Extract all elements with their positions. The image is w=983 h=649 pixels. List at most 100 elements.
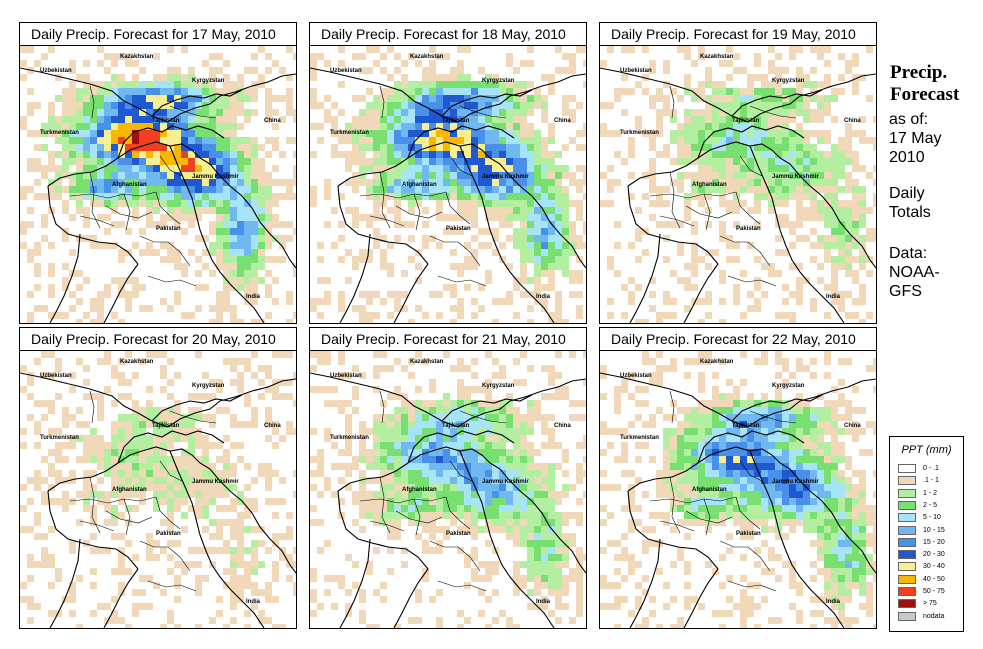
precip-cell [48,165,55,172]
precip-cell [852,386,859,393]
precip-cell [464,400,471,407]
precip-cell [663,414,670,421]
precip-cell [272,137,279,144]
precip-cell [761,498,768,505]
precip-cell [146,249,153,256]
precip-cell [408,428,415,435]
precip-cell [541,151,548,158]
precip-cell [789,102,796,109]
precip-cell [607,256,614,263]
precip-cell [663,442,670,449]
precip-cell [443,428,450,435]
precip-cell [485,568,492,575]
precip-cell [607,428,614,435]
precip-cell [415,60,422,67]
precip-cell [712,477,719,484]
precip-cell [90,484,97,491]
precip-cell [705,298,712,305]
precip-cell [265,102,272,109]
precip-cell [223,60,230,67]
precip-cell [48,151,55,158]
precip-cell [761,519,768,526]
precip-cell [485,277,492,284]
precip-cell [803,109,810,116]
precip-cell [118,158,125,165]
precip-cell [69,81,76,88]
precip-cell [492,200,499,207]
precip-cell [83,312,90,319]
precip-cell [527,200,534,207]
precip-cell [705,81,712,88]
precip-cell [202,137,209,144]
precip-cell [111,533,118,540]
precip-cell [761,193,768,200]
precip-cell [244,214,251,221]
precip-cell [768,46,775,53]
province-border [159,460,183,482]
precip-cell [478,109,485,116]
precip-cell [118,456,125,463]
precip-cell [359,256,366,263]
precip-cell [831,435,838,442]
precip-cell [712,498,719,505]
precip-cell [216,179,223,186]
precip-cell [527,568,534,575]
precip-cell [394,151,401,158]
precip-cell [415,186,422,193]
precip-cell [471,498,478,505]
precip-cell [670,526,677,533]
precip-cell [223,249,230,256]
precip-cell [237,263,244,270]
precip-cell [230,575,237,582]
precip-cell [600,123,607,130]
precip-cell [450,421,457,428]
precip-cell [450,179,457,186]
precip-cell [415,428,422,435]
precip-cell [380,109,387,116]
precip-cell [443,88,450,95]
precip-cell [139,109,146,116]
precip-cell [132,421,139,428]
precip-cell [111,165,118,172]
precip-cell [153,414,160,421]
precip-cell [761,421,768,428]
precip-cell [415,95,422,102]
precip-cell [464,137,471,144]
precip-cell [146,81,153,88]
precip-cell [153,186,160,193]
country-border [209,468,296,574]
precip-cell [237,186,244,193]
precip-cell [677,421,684,428]
province-border [169,410,217,424]
precip-cell [450,491,457,498]
precip-cell [55,74,62,81]
precip-cell [223,256,230,263]
precip-cell [55,130,62,137]
precip-cell [520,228,527,235]
precip-cell [401,365,408,372]
precip-cell [457,610,464,617]
precip-cell [195,137,202,144]
precip-cell [747,442,754,449]
precip-cell [471,298,478,305]
precip-cell [230,102,237,109]
precip-cell [104,498,111,505]
precip-cell [244,151,251,158]
precip-cell [216,456,223,463]
precip-cell [90,547,97,554]
precip-cell [845,358,852,365]
precip-cell [621,284,628,291]
precip-cell [513,519,520,526]
precip-cell [548,491,555,498]
precip-cell [506,498,513,505]
precip-cell [216,491,223,498]
precip-cell [789,165,796,172]
precip-cell [534,235,541,242]
precip-cell [656,130,663,137]
precip-cell [202,284,209,291]
precip-cell [698,414,705,421]
precip-cell [541,214,548,221]
precip-cell [548,284,555,291]
precip-cell [506,505,513,512]
precip-cell [230,603,237,610]
